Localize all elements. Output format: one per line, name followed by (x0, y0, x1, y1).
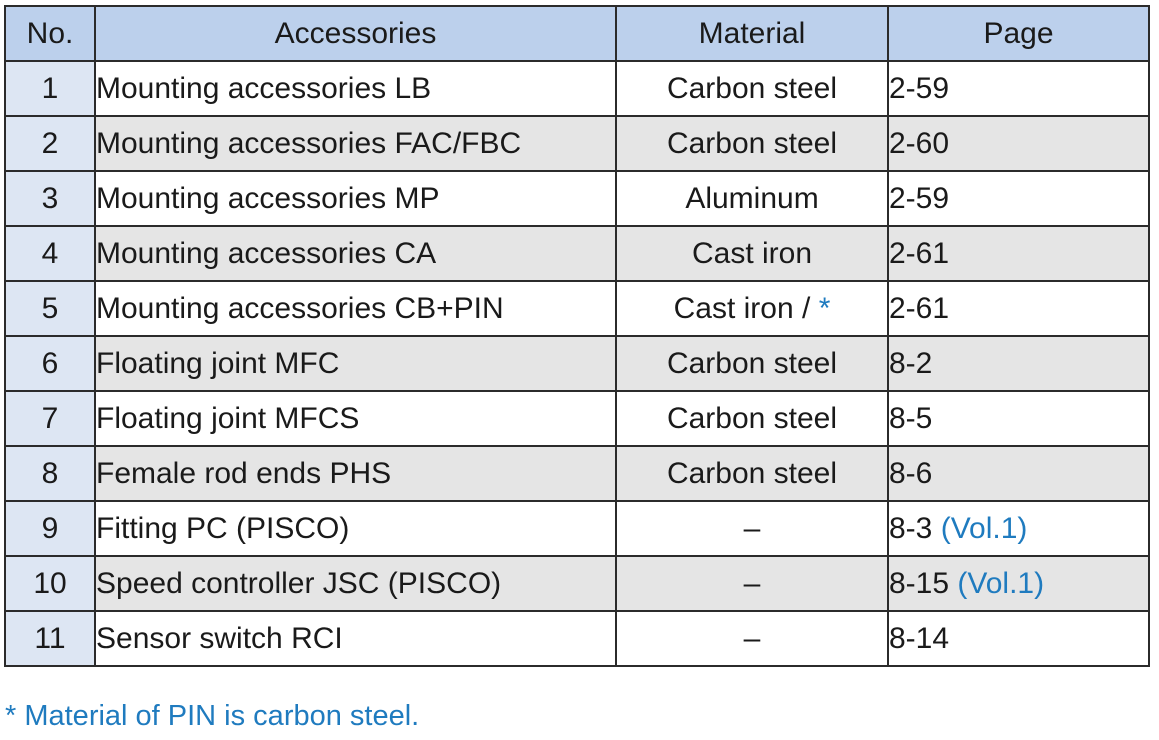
accessory-name: Speed controller JSC (PISCO) (94, 555, 617, 612)
material-cell: – (615, 500, 889, 557)
accessory-name: Female rod ends PHS (94, 445, 617, 502)
material-note-mark: * (818, 291, 831, 325)
row-number: 9 (4, 500, 96, 557)
page-value: 2-61 (889, 291, 950, 325)
page-cell: 8-6 (887, 445, 1150, 502)
page-cell: 8-14 (887, 610, 1150, 667)
material-cell: – (615, 555, 889, 612)
material-cell: Carbon steel (615, 445, 889, 502)
table-row: 7 Floating joint MFCS Carbon steel 8-5 (4, 390, 1150, 447)
page-cell: 2-60 (887, 115, 1150, 172)
page-value: 2-60 (889, 126, 950, 160)
page-value: 2-61 (889, 236, 950, 270)
row-number: 10 (4, 555, 96, 612)
page-cell: 8-2 (887, 335, 1150, 392)
table-row: 5 Mounting accessories CB+PIN Cast iron / … (4, 280, 1150, 337)
page-cell: 8-3 (Vol.1) (887, 500, 1150, 557)
material-value: Cast iron / (673, 291, 819, 325)
page-cell: 2-61 (887, 225, 1150, 282)
material-value: Cast iron (691, 236, 813, 270)
material-value: Carbon steel (666, 401, 838, 435)
header-row: No. Accessories Material Page (4, 5, 1150, 62)
row-number: 1 (4, 60, 96, 117)
page-cell: 8-15 (Vol.1) (887, 555, 1150, 612)
row-number: 8 (4, 445, 96, 502)
page-value: 8-6 (889, 456, 933, 490)
material-cell: Carbon steel (615, 390, 889, 447)
page-value: 8-5 (889, 401, 933, 435)
accessory-name: Mounting accessories CB+PIN (94, 280, 617, 337)
accessory-name: Fitting PC (PISCO) (94, 500, 617, 557)
page-cell: 2-59 (887, 60, 1150, 117)
row-number: 3 (4, 170, 96, 227)
row-number: 11 (4, 610, 96, 667)
page-volume-note: (Vol.1) (940, 511, 1028, 545)
row-number: 7 (4, 390, 96, 447)
page-cell: 2-59 (887, 170, 1150, 227)
material-cell: Carbon steel (615, 335, 889, 392)
material-value: Carbon steel (666, 126, 838, 160)
page-value: 8-14 (889, 621, 950, 655)
accessory-name: Floating joint MFC (94, 335, 617, 392)
header-no: No. (4, 5, 96, 62)
material-cell: Cast iron / * (615, 280, 889, 337)
accessory-name: Mounting accessories FAC/FBC (94, 115, 617, 172)
table-row: 9 Fitting PC (PISCO) – 8-3 (Vol.1) (4, 500, 1150, 557)
page-cell: 8-5 (887, 390, 1150, 447)
table-body: 1 Mounting accessories LB Carbon steel 2-59… (4, 60, 1150, 667)
material-value: – (743, 566, 761, 600)
material-value: Carbon steel (666, 71, 838, 105)
material-value: Aluminum (685, 181, 819, 215)
page-value: 2-59 (889, 181, 950, 215)
footnote: * Material of PIN is carbon steel. (5, 700, 420, 732)
accessories-table: No. Accessories Material Page 1 Mounting … (4, 5, 1150, 667)
header-material: Material (615, 5, 889, 62)
accessory-name: Mounting accessories MP (94, 170, 617, 227)
table-row: 4 Mounting accessories CA Cast iron 2-61 (4, 225, 1150, 282)
table-row: 11 Sensor switch RCI – 8-14 (4, 610, 1150, 667)
material-cell: Carbon steel (615, 115, 889, 172)
row-number: 5 (4, 280, 96, 337)
header-page: Page (887, 5, 1150, 62)
page-value: 8-2 (889, 346, 933, 380)
page-value: 8-3 (889, 511, 941, 545)
table-row: 10 Speed controller JSC (PISCO) – 8-15 (Vol… (4, 555, 1150, 612)
page-value: 2-59 (889, 71, 950, 105)
table-header: No. Accessories Material Page (4, 5, 1150, 62)
material-cell: Cast iron (615, 225, 889, 282)
table-row: 6 Floating joint MFC Carbon steel 8-2 (4, 335, 1150, 392)
row-number: 6 (4, 335, 96, 392)
accessory-name: Floating joint MFCS (94, 390, 617, 447)
accessory-name: Mounting accessories LB (94, 60, 617, 117)
table-row: 2 Mounting accessories FAC/FBC Carbon stee… (4, 115, 1150, 172)
material-cell: – (615, 610, 889, 667)
material-cell: Aluminum (615, 170, 889, 227)
accessory-name: Mounting accessories CA (94, 225, 617, 282)
row-number: 2 (4, 115, 96, 172)
row-number: 4 (4, 225, 96, 282)
page-volume-note: (Vol.1) (957, 566, 1045, 600)
material-value: Carbon steel (666, 456, 838, 490)
page-value: 8-15 (889, 566, 958, 600)
page-cell: 2-61 (887, 280, 1150, 337)
table-row: 8 Female rod ends PHS Carbon steel 8-6 (4, 445, 1150, 502)
header-accessories: Accessories (94, 5, 617, 62)
material-value: Carbon steel (666, 346, 838, 380)
table-row: 3 Mounting accessories MP Aluminum 2-59 (4, 170, 1150, 227)
accessory-name: Sensor switch RCI (94, 610, 617, 667)
table-row: 1 Mounting accessories LB Carbon steel 2-59 (4, 60, 1150, 117)
material-value: – (743, 621, 761, 655)
material-value: – (743, 511, 761, 545)
material-cell: Carbon steel (615, 60, 889, 117)
